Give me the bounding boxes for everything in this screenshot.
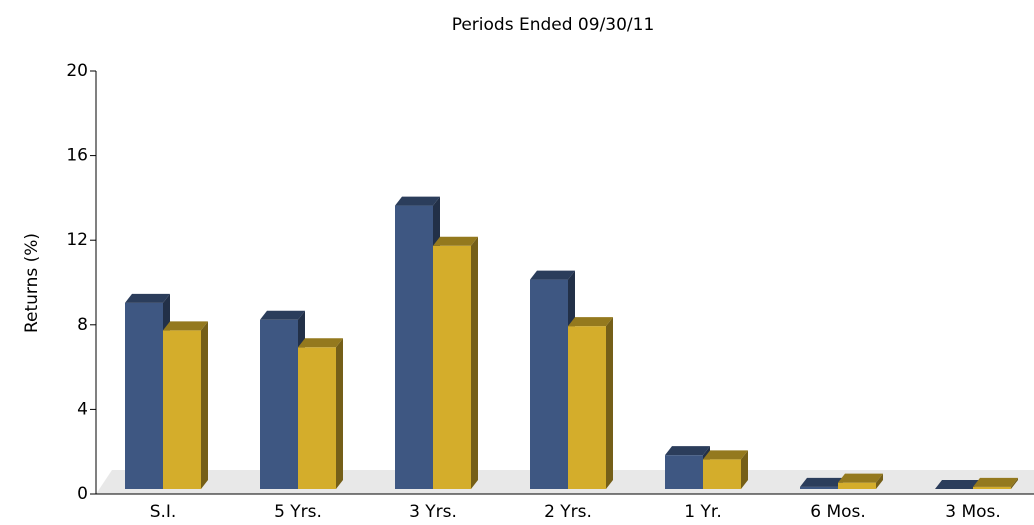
- bar: [800, 486, 838, 489]
- x-tick-label: S.I.: [150, 502, 177, 522]
- bar-top: [665, 446, 710, 456]
- bar-side: [1011, 477, 1018, 489]
- x-tick-label: 1 Yr.: [684, 502, 721, 522]
- y-tick-label: 12: [66, 230, 88, 250]
- bar: [568, 326, 606, 489]
- bar-side: [201, 321, 208, 489]
- bar-side: [471, 236, 478, 489]
- bar-top: [433, 236, 478, 246]
- bar: [125, 302, 163, 489]
- bar-top: [395, 196, 440, 206]
- x-tick-label: 3 Mos.: [945, 502, 1001, 522]
- x-tick-label: 2 Yrs.: [544, 502, 592, 522]
- chart-title: Periods Ended 09/30/11: [452, 15, 655, 35]
- bar-top: [125, 293, 170, 303]
- y-tick-label: 8: [77, 315, 88, 335]
- bar: [260, 319, 298, 489]
- bar-top: [703, 450, 748, 460]
- y-axis-label: Returns (%): [22, 233, 42, 333]
- y-tick-label: 20: [66, 61, 88, 81]
- bar: [163, 330, 201, 489]
- bar: [838, 482, 876, 489]
- bar-side: [741, 450, 748, 489]
- bar-top: [973, 477, 1018, 487]
- bar: [973, 486, 1011, 489]
- bar: [665, 455, 703, 489]
- bar-top: [935, 480, 980, 489]
- y-tick-label: 4: [77, 399, 88, 419]
- bar-top: [800, 477, 845, 487]
- bar-top: [838, 473, 883, 483]
- bar-top: [163, 321, 208, 331]
- x-tick-label: 3 Yrs.: [409, 502, 457, 522]
- y-tick-label: 16: [66, 146, 88, 166]
- bar: [298, 347, 336, 489]
- bar-top: [260, 310, 305, 320]
- bar-top: [530, 270, 575, 280]
- bar: [703, 459, 741, 489]
- bar-side: [336, 338, 343, 489]
- bar-side: [606, 317, 613, 489]
- bar-side: [876, 473, 883, 489]
- y-tick-label: 0: [77, 484, 88, 504]
- bar-top: [568, 317, 613, 327]
- bar: [433, 245, 471, 489]
- bar: [395, 205, 433, 489]
- x-tick-label: 5 Yrs.: [274, 502, 322, 522]
- bar: [530, 279, 568, 489]
- bar-top: [298, 338, 343, 348]
- x-tick-label: 6 Mos.: [810, 502, 866, 522]
